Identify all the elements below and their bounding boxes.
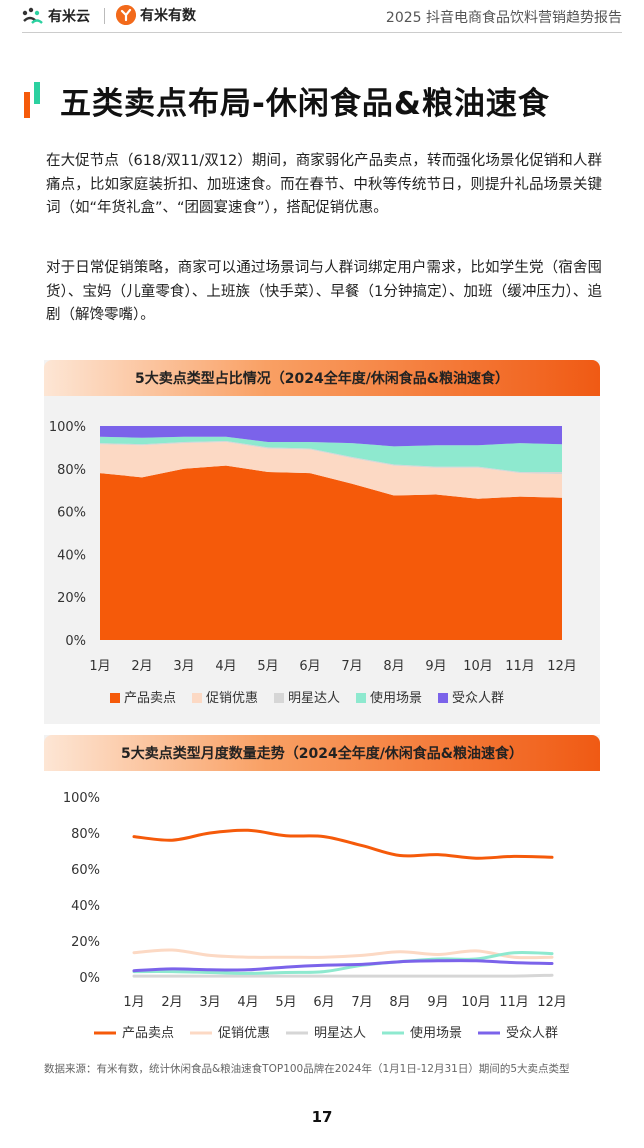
youmiyun-logo-icon bbox=[22, 7, 43, 24]
line-series-受众人群 bbox=[132, 959, 554, 973]
area-chart-legend-swatch bbox=[192, 693, 202, 703]
line-chart-title: 5大卖点类型月度数量走势（2024全年度/休闲食品&粮油速食） bbox=[120, 746, 524, 762]
line-chart-x-tick: 2月 bbox=[161, 995, 182, 1010]
line-chart-legend-item: 受众人群 bbox=[478, 1026, 558, 1041]
area-chart-x-tick: 4月 bbox=[215, 659, 236, 674]
page-header: 有米云 有米有数 2025 抖音电商食品饮料营销趋势报告 bbox=[0, 0, 644, 34]
line-chart-x-tick: 8月 bbox=[389, 995, 410, 1010]
line-chart-y-tick: 100% bbox=[63, 791, 100, 806]
youmiyun-logo-text: 有米云 bbox=[48, 9, 90, 25]
area-chart-x-tick: 5月 bbox=[257, 659, 278, 674]
area-chart-legend-swatch bbox=[356, 693, 366, 703]
area-series-明星达人 bbox=[100, 440, 562, 475]
page-title: 五类卖点布局-休闲食品&粮油速食 bbox=[60, 86, 550, 122]
line-chart-legend-label: 受众人群 bbox=[506, 1026, 558, 1041]
header-divider bbox=[22, 32, 622, 33]
area-chart-legend-label: 受众人群 bbox=[452, 691, 504, 706]
area-chart-legend-label: 促销优惠 bbox=[206, 691, 258, 706]
area-chart-y-tick: 80% bbox=[57, 463, 86, 478]
area-chart-x-tick: 3月 bbox=[173, 659, 194, 674]
area-chart-legend-label: 产品卖点 bbox=[124, 691, 176, 706]
area-chart-legend-item: 明星达人 bbox=[274, 691, 340, 706]
line-series-促销优惠 bbox=[132, 948, 554, 960]
area-chart-legend-swatch bbox=[274, 693, 284, 703]
area-chart-y-tick: 40% bbox=[57, 548, 86, 563]
line-chart-background bbox=[44, 771, 600, 1055]
area-chart-x-tick: 10月 bbox=[463, 659, 493, 674]
line-chart-x-tick: 3月 bbox=[199, 995, 220, 1010]
area-chart-x-tick: 11月 bbox=[505, 659, 535, 674]
area-chart-legend-item: 受众人群 bbox=[438, 691, 504, 706]
area-chart: 0% 20% 40% 60% 80% 100% 1月 2月 3月 4月 5月 6月 7月 8月 9月 10月 1… bbox=[44, 396, 600, 724]
line-chart-y-tick: 20% bbox=[71, 935, 100, 950]
area-series-产品卖点 bbox=[100, 465, 562, 640]
line-series-产品卖点 bbox=[132, 828, 554, 860]
intro-paragraph-1: 在大促节点（618/双11/双12）期间，商家弱化产品卖点，转而强化场景化促销和… bbox=[46, 153, 602, 216]
line-series-使用场景 bbox=[132, 950, 554, 975]
line-chart-legend-item: 明星达人 bbox=[286, 1026, 366, 1041]
line-chart-legend-label: 产品卖点 bbox=[122, 1026, 174, 1041]
area-chart-legend-item: 产品卖点 bbox=[110, 691, 176, 706]
line-chart-y-tick: 40% bbox=[71, 899, 100, 914]
line-chart-x-tick: 6月 bbox=[313, 995, 334, 1010]
intro-paragraph-2: 对于日常促销策略，商家可以通过场景词与人群词绑定用户需求，比如学生党（宿舍囤货）… bbox=[46, 260, 602, 323]
area-chart-header: 5大卖点类型占比情况（2024全年度/休闲食品&粮油速食） bbox=[44, 360, 600, 396]
line-chart-x-tick: 10月 bbox=[461, 995, 491, 1010]
area-chart-x-tick: 9月 bbox=[425, 659, 446, 674]
area-series-促销优惠 bbox=[100, 442, 562, 499]
line-chart-x-tick: 11月 bbox=[499, 995, 529, 1010]
area-series-受众人群 bbox=[100, 426, 562, 447]
area-chart-x-tick: 6月 bbox=[299, 659, 320, 674]
line-chart-legend-item: 产品卖点 bbox=[94, 1026, 174, 1041]
line-chart-x-tick: 1月 bbox=[123, 995, 144, 1010]
line-chart-legend-item: 使用场景 bbox=[382, 1025, 462, 1041]
line-chart-y-tick: 0% bbox=[79, 971, 100, 986]
line-chart-header: 5大卖点类型月度数量走势（2024全年度/休闲食品&粮油速食） bbox=[44, 735, 600, 771]
line-chart-legend-label: 使用场景 bbox=[410, 1025, 462, 1041]
area-chart-legend-label: 明星达人 bbox=[288, 691, 340, 706]
page-number: 17 bbox=[311, 1108, 333, 1126]
area-chart-legend-swatch bbox=[438, 693, 448, 703]
logo-divider bbox=[104, 8, 105, 24]
area-chart-legend-swatch bbox=[110, 693, 120, 703]
line-series-明星达人 bbox=[132, 973, 554, 978]
line-chart-legend-item: 促销优惠 bbox=[190, 1026, 270, 1041]
youmiyoushu-logo: 有米有数 bbox=[116, 5, 196, 25]
line-chart-x-tick: 12月 bbox=[537, 995, 567, 1010]
line-chart-panel: 5大卖点类型月度数量走势（2024全年度/休闲食品&粮油速食） 0% 20% 40%… bbox=[44, 735, 600, 1055]
area-chart-legend-item: 促销优惠 bbox=[192, 691, 258, 706]
line-chart: 0% 20% 40% 60% 80% 100% 1月 2月 3月 4月 5月 6月 7月 8月 9月 10月 1… bbox=[44, 771, 600, 1055]
area-chart-x-tick: 7月 bbox=[341, 659, 362, 674]
line-chart-legend-label: 明星达人 bbox=[314, 1026, 366, 1041]
report-title: 2025 抖音电商食品饮料营销趋势报告 bbox=[385, 10, 622, 26]
line-chart-x-tick: 9月 bbox=[427, 995, 448, 1010]
area-chart-x-tick: 2月 bbox=[131, 659, 152, 674]
line-chart-legend-label: 促销优惠 bbox=[218, 1026, 270, 1041]
area-chart-x-tick: 8月 bbox=[383, 659, 404, 674]
title-accent-icon bbox=[24, 82, 40, 118]
youmiyoushu-logo-text: 有米有数 bbox=[140, 8, 196, 24]
line-chart-x-tick: 7月 bbox=[351, 995, 372, 1010]
area-chart-panel: 5大卖点类型占比情况（2024全年度/休闲食品&粮油速食） 0% 20% 40% 60… bbox=[44, 360, 600, 724]
youmiyoushu-logo-icon bbox=[116, 5, 136, 25]
area-chart-y-tick: 0% bbox=[65, 634, 86, 649]
area-chart-title: 5大卖点类型占比情况（2024全年度/休闲食品&粮油速食） bbox=[134, 371, 510, 387]
line-chart-y-tick: 60% bbox=[71, 863, 100, 878]
area-chart-legend-label: 使用场景 bbox=[370, 690, 422, 706]
area-chart-x-tick: 12月 bbox=[547, 659, 577, 674]
area-chart-legend-item: 使用场景 bbox=[356, 690, 422, 706]
area-chart-x-tick: 1月 bbox=[89, 659, 110, 674]
youmiyun-logo: 有米云 bbox=[22, 6, 90, 26]
line-chart-x-tick: 4月 bbox=[237, 995, 258, 1010]
area-chart-y-tick: 100% bbox=[49, 420, 86, 435]
line-chart-x-tick: 5月 bbox=[275, 995, 296, 1010]
area-chart-y-tick: 60% bbox=[57, 506, 86, 521]
line-chart-y-tick: 80% bbox=[71, 827, 100, 842]
area-series-使用场景 bbox=[100, 436, 562, 473]
source-note: 数据来源：有米有数，统计休闲食品&粮油速食TOP100品牌在2024年（1月1日… bbox=[44, 1063, 570, 1075]
area-chart-y-tick: 20% bbox=[57, 591, 86, 606]
